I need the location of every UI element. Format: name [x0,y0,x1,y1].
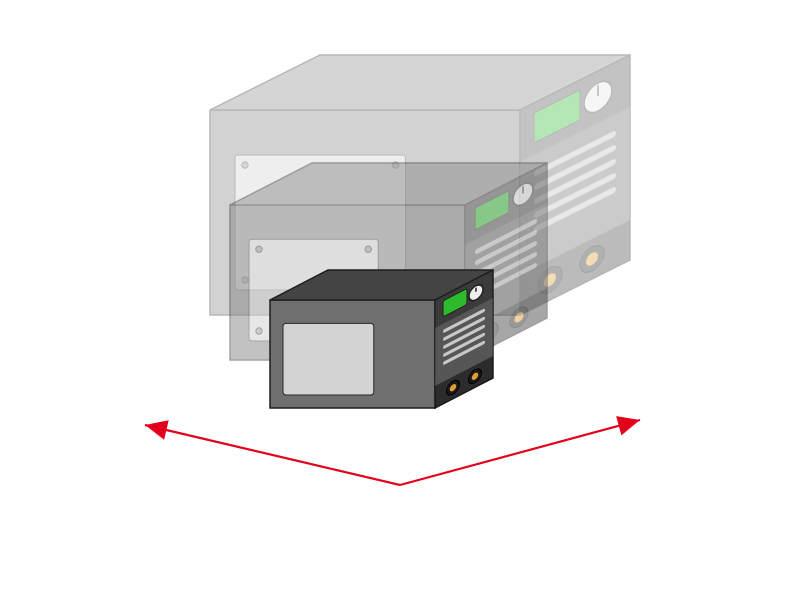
side-plate [283,323,374,395]
arrow-head-icon [145,420,169,439]
bolt-icon [256,328,262,334]
size-comparison-diagram [0,0,800,600]
dimension-arrow-right [400,416,640,485]
dimension-arrow-left [145,420,400,485]
diagram-stage [0,0,800,600]
bolt-icon [242,162,248,168]
welder-small [270,270,493,408]
bolt-icon [365,246,371,252]
arrow-head-icon [616,416,640,435]
bolt-icon [256,246,262,252]
